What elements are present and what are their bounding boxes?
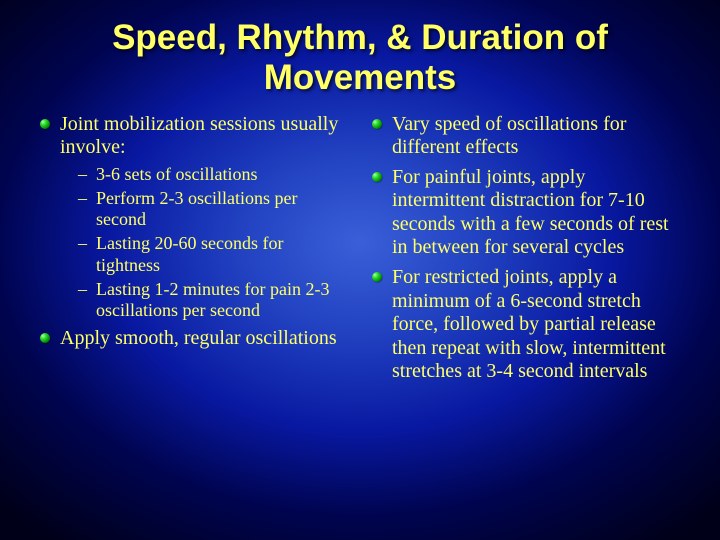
content-columns: Joint mobilization sessions usually invo… xyxy=(38,113,682,391)
list-item: For restricted joints, apply a minimum o… xyxy=(370,266,682,384)
slide: Speed, Rhythm, & Duration of Movements J… xyxy=(0,0,720,540)
right-list: Vary speed of oscillations for different… xyxy=(370,113,682,385)
sub-list-item: 3-6 sets of oscillations xyxy=(74,164,350,185)
sub-list-item: Lasting 20-60 seconds for tightness xyxy=(74,233,350,275)
left-column: Joint mobilization sessions usually invo… xyxy=(38,113,350,391)
list-item-text: For painful joints, apply intermittent d… xyxy=(392,166,669,259)
list-item: For painful joints, apply intermittent d… xyxy=(370,166,682,260)
list-item-text: For restricted joints, apply a minimum o… xyxy=(392,266,666,382)
right-column: Vary speed of oscillations for different… xyxy=(370,113,682,391)
list-item: Vary speed of oscillations for different… xyxy=(370,113,682,160)
left-list: Joint mobilization sessions usually invo… xyxy=(38,113,350,351)
sub-list: 3-6 sets of oscillations Perform 2-3 osc… xyxy=(60,164,350,322)
sub-list-item: Perform 2-3 oscillations per second xyxy=(74,188,350,230)
list-item: Apply smooth, regular oscillations xyxy=(38,327,350,351)
slide-title: Speed, Rhythm, & Duration of Movements xyxy=(38,18,682,99)
list-item-text: Apply smooth, regular oscillations xyxy=(60,327,337,349)
list-item-text: Joint mobilization sessions usually invo… xyxy=(60,113,338,159)
list-item-text: Vary speed of oscillations for different… xyxy=(392,113,626,159)
list-item: Joint mobilization sessions usually invo… xyxy=(38,113,350,322)
sub-list-item: Lasting 1-2 minutes for pain 2-3 oscilla… xyxy=(74,279,350,321)
